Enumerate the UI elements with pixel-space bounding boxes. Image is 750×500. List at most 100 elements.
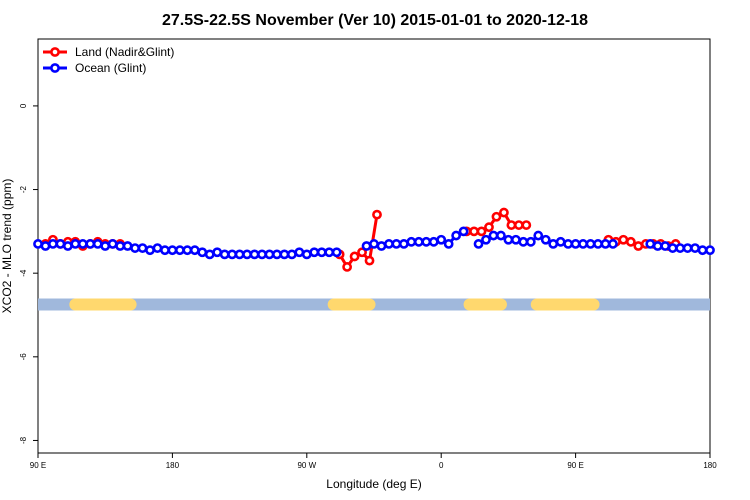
series-1-point <box>219 249 230 260</box>
series-1-point <box>436 234 447 245</box>
series-1-point <box>152 243 163 253</box>
series-0-point <box>633 241 644 251</box>
series-0-point <box>506 220 517 230</box>
series-1-point <box>361 241 372 251</box>
series-1-point <box>40 241 51 251</box>
series-1-point <box>398 239 409 249</box>
series-1-point <box>503 234 514 245</box>
series-1-point <box>249 249 260 260</box>
series-0-point <box>625 236 636 247</box>
series-1-point <box>257 249 267 260</box>
series-1-point <box>675 243 686 253</box>
legend-marker-0 <box>50 47 60 57</box>
series-1-point <box>77 239 88 249</box>
series-1-point <box>585 239 596 249</box>
series-1-point <box>189 245 200 256</box>
series-1-point <box>518 236 529 247</box>
series-1-point <box>451 230 462 241</box>
series-1-point <box>234 249 245 260</box>
series-1-point <box>697 245 708 256</box>
legend-marker-1 <box>50 63 60 73</box>
series-1-point <box>496 230 506 241</box>
series-0-point <box>618 234 629 245</box>
series-1-point <box>391 239 402 249</box>
series-0-point <box>521 220 532 230</box>
y-tick-label: -8 <box>19 436 28 444</box>
series-1-point <box>608 239 618 249</box>
y-tick-label: 0 <box>19 103 28 108</box>
x-tick-label: 180 <box>703 461 717 470</box>
series-0-point <box>342 262 353 272</box>
y-tick-label: -4 <box>19 269 28 277</box>
legend-label-1: Ocean (Glint) <box>75 61 146 75</box>
series-1-point <box>458 226 469 237</box>
series-0-point <box>349 251 360 262</box>
series-1-point <box>540 234 551 245</box>
y-tick-label: -2 <box>19 185 28 193</box>
series-1-point <box>145 245 155 256</box>
x-tick-label: 0 <box>439 461 444 470</box>
series-1-point <box>593 239 603 249</box>
series-1-point <box>100 241 111 251</box>
series-0-point <box>513 220 524 230</box>
series-1-point <box>510 234 521 245</box>
series-1-point <box>70 239 81 249</box>
series-1-point <box>197 247 208 258</box>
series-1-point <box>645 239 656 249</box>
series-1-point <box>525 236 536 247</box>
series-0-point <box>499 207 509 218</box>
series-1-point <box>264 249 275 260</box>
series-1-point <box>570 239 581 249</box>
x-tick-label: 90 E <box>30 461 46 470</box>
series-1-point <box>682 243 693 253</box>
series-0-point <box>484 222 494 233</box>
series-1-point <box>488 230 499 241</box>
series-layer <box>33 207 715 272</box>
series-1-point <box>660 241 671 251</box>
series-1-point <box>690 243 700 253</box>
series-1-point <box>182 245 193 256</box>
series-1-point <box>85 239 96 249</box>
series-1-point <box>272 249 282 260</box>
series-1-point <box>548 239 559 249</box>
series-0-point <box>357 247 367 258</box>
series-1-point <box>122 241 133 251</box>
series-1-point <box>369 239 379 249</box>
series-1-point <box>473 239 484 249</box>
x-tick-label: 180 <box>166 461 180 470</box>
series-1-point <box>331 247 342 258</box>
series-1-point <box>324 247 335 258</box>
series-1-point <box>421 236 432 247</box>
series-1-point <box>533 230 544 241</box>
series-1-point <box>242 249 252 260</box>
series-1-point <box>555 236 566 247</box>
series-1-point <box>62 241 73 251</box>
series-0-point <box>364 255 375 266</box>
series-1-point <box>301 249 312 260</box>
series-1-point <box>107 239 118 249</box>
series-1-point <box>174 245 185 256</box>
series-1-point <box>316 247 327 258</box>
legend: Land (Nadir&Glint) Ocean (Glint) <box>43 45 174 75</box>
series-0-point <box>476 226 487 237</box>
x-tick-label: 90 W <box>297 461 316 470</box>
series-1-point <box>92 239 103 249</box>
series-1-point <box>33 239 43 249</box>
series-1 <box>33 226 715 260</box>
series-0-point <box>372 209 382 220</box>
series-1-point <box>160 245 170 256</box>
y-axis-label: XCO2 - MLO trend (ppm) <box>0 179 14 314</box>
series-1-point <box>294 247 305 258</box>
x-axis-label: Longitude (deg E) <box>326 477 421 491</box>
legend-label-0: Land (Nadir&Glint) <box>75 45 174 59</box>
series-1-point <box>130 243 140 253</box>
series-1-point <box>578 239 588 249</box>
series-1-point <box>204 249 215 260</box>
series-1-point <box>376 241 387 251</box>
series-1-point <box>600 239 611 249</box>
series-1-point <box>705 245 715 256</box>
series-1-point <box>167 245 178 256</box>
series-1-point <box>55 239 66 249</box>
series-1-point <box>286 249 297 260</box>
